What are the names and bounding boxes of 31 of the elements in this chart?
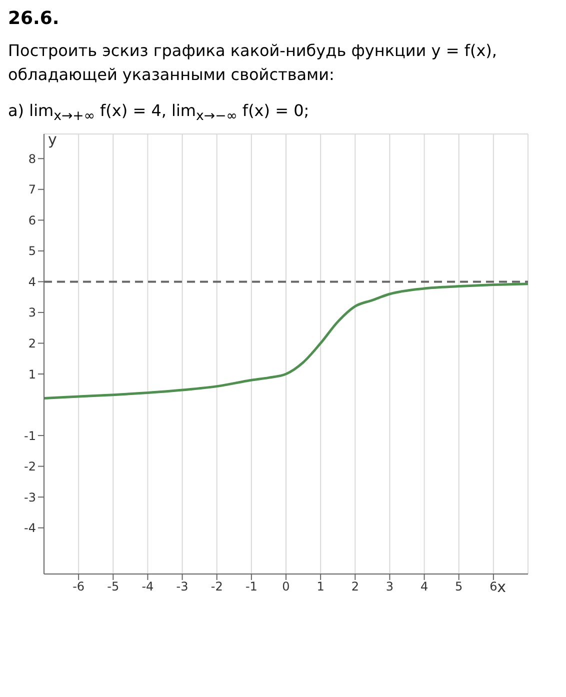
x-tick-label: -4	[142, 580, 154, 594]
x-tick-label: -1	[245, 580, 258, 594]
x-tick-label: -6	[72, 580, 85, 594]
line-series	[44, 282, 528, 400]
x-tick-label: -5	[107, 580, 120, 594]
y-tick-label: 5	[28, 244, 36, 258]
chart-title: 26.6.	[8, 8, 60, 29]
x-axis-title: x	[497, 578, 506, 596]
x-tick-label: 6	[490, 580, 498, 594]
y-tick-label: 1	[28, 367, 36, 382]
y-tick-label: -4	[24, 521, 36, 536]
x-tick-label: 0	[282, 580, 290, 594]
y-tick-label: 3	[28, 306, 36, 320]
x-tick-label: 4	[420, 580, 428, 594]
y-tick-label: -1	[24, 428, 36, 443]
y-tick-label: 7	[28, 182, 36, 197]
x-tick-label: -3	[176, 580, 188, 594]
y-tick-label: 8	[28, 152, 36, 166]
text: а) lim$_{x→+∞}$ f(x) = 4, lim$_{x→−∞}$ f(x) = 0;	[8, 101, 310, 124]
x-tick-label: 3	[386, 580, 394, 594]
x-tick-label: 2	[351, 580, 359, 594]
chart-subtitle: Построить эскиз графика какой-нибудь функции y = f(x), обладающей указанными свойствами:	[8, 40, 498, 86]
y-tick-label: 2	[28, 336, 36, 351]
x-tick-label: 5	[455, 580, 463, 594]
y-tick-label: -3	[24, 490, 36, 505]
x-tick-label: -2	[210, 580, 223, 594]
x-tick-label: 1	[316, 580, 324, 594]
y-tick-label: 6	[28, 214, 36, 228]
y-tick-label: 4	[28, 275, 36, 290]
y-tick-label: -2	[24, 460, 36, 474]
y-axis-title: y	[48, 130, 57, 149]
